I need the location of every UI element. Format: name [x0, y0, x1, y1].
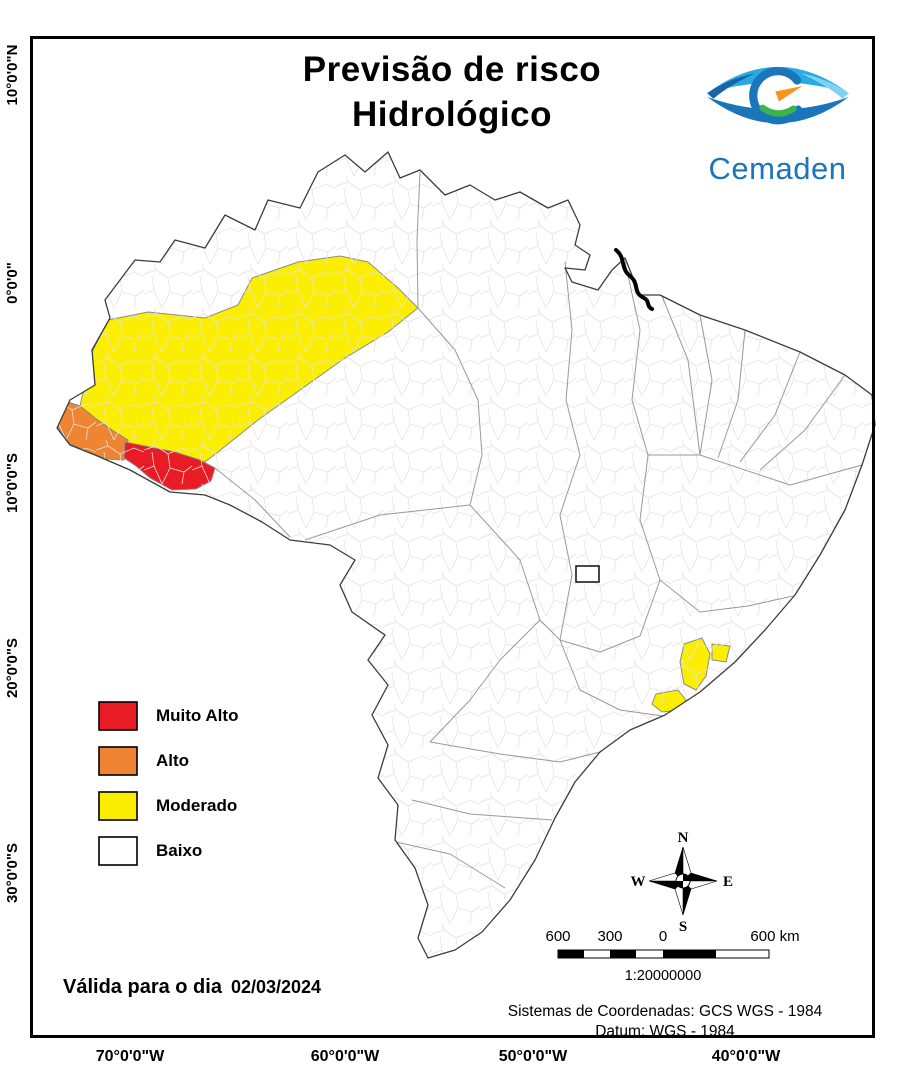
- legend-label-baixo: Baixo: [156, 840, 203, 860]
- scale-tick-0: 0: [659, 928, 667, 945]
- compass-west-label: W: [631, 874, 646, 890]
- risk-legend: Muito Alto Alto Moderado Baixo: [98, 700, 238, 880]
- legend-item-moderado: Moderado: [98, 790, 238, 821]
- cemaden-logo: Cemaden: [675, 46, 880, 187]
- legend-item-muito-alto: Muito Alto: [98, 700, 238, 731]
- page-title: Previsão de risco Hidrológico: [202, 48, 702, 138]
- municipal-boundaries-texture: [57, 152, 875, 958]
- legend-swatch-muito-alto: [98, 700, 138, 731]
- cemaden-wordmark: Cemaden: [708, 151, 847, 186]
- title-line-1: Previsão de risco: [302, 50, 602, 89]
- scale-tick-600-left: 600: [545, 928, 570, 945]
- y-axis-label-30s: 30°0'0"S: [4, 842, 21, 904]
- legend-item-alto: Alto: [98, 745, 238, 776]
- compass-east-label: E: [723, 874, 733, 890]
- validity-label: Válida para o dia: [63, 976, 222, 998]
- y-axis-label-20s: 20°0'0"S: [4, 637, 21, 699]
- compass-rose-icon: N S E W: [631, 830, 734, 935]
- state-boundaries: [214, 171, 863, 889]
- north-coast-river-mark: [614, 248, 654, 311]
- x-axis-label-70w: 70°0'0"W: [95, 1048, 165, 1065]
- scale-ratio: 1:20000000: [625, 968, 702, 984]
- cemaden-eye-icon: [706, 66, 849, 125]
- x-axis-label-60w: 60°0'0"W: [310, 1048, 380, 1065]
- title-line-2: Hidrológico: [352, 94, 552, 134]
- x-axis-label-50w: 50°0'0"W: [498, 1048, 568, 1065]
- coord-system-line: Sistemas de Coordenadas: GCS WGS - 1984: [507, 1003, 823, 1020]
- legend-swatch-moderado: [98, 790, 138, 821]
- x-axis-label-40w: 40°0'0"W: [711, 1048, 781, 1065]
- legend-label-moderado: Moderado: [156, 795, 238, 815]
- compass-north-label: N: [678, 830, 689, 846]
- scale-bar: 600 300 0 600 km 1:20000000: [545, 928, 799, 984]
- y-axis-label-0: 0°0'0": [4, 262, 21, 304]
- y-axis-label-10s: 10°0'0"S: [4, 452, 21, 514]
- datum-line: Datum: WGS - 1984: [595, 1023, 735, 1041]
- compass-south-label: S: [679, 919, 687, 935]
- legend-swatch-baixo: [98, 835, 138, 866]
- distrito-federal-outline: [575, 565, 600, 583]
- scale-tick-300: 300: [597, 928, 622, 945]
- coordinate-system-note: Sistemas de Coordenadas: GCS WGS - 1984 …: [455, 1002, 875, 1042]
- validity-note: Válida para o dia 02/03/2024: [63, 976, 321, 999]
- validity-date: 02/03/2024: [230, 977, 322, 997]
- scale-tick-600-right: 600 km: [750, 928, 799, 945]
- legend-item-baixo: Baixo: [98, 835, 238, 866]
- legend-label-muito-alto: Muito Alto: [156, 705, 239, 725]
- legend-swatch-alto: [98, 745, 138, 776]
- legend-label-alto: Alto: [156, 750, 190, 770]
- y-axis-label-10n: 10°0'0"N: [4, 44, 21, 106]
